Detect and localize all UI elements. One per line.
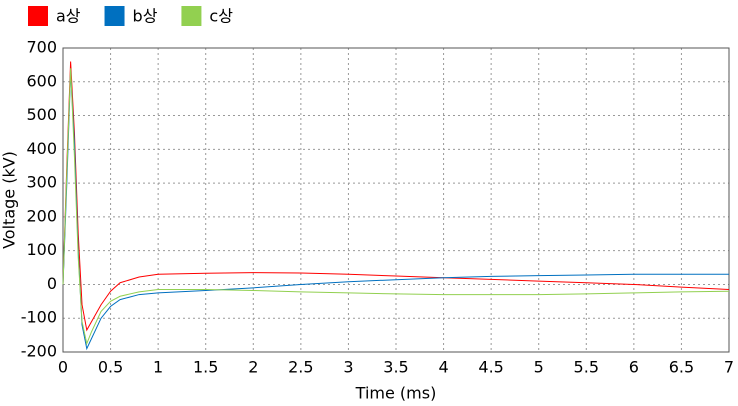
x-tick-label: 0 [58, 358, 68, 377]
plot-frame [62, 47, 730, 353]
y-tick-label: 400 [26, 139, 57, 158]
y-tick-label: 700 [26, 38, 57, 57]
x-tick-label: 1 [153, 358, 163, 377]
x-tick-label: 2 [248, 358, 258, 377]
y-tick-label: 0 [47, 274, 57, 293]
y-tick-label: 100 [26, 240, 57, 259]
y-tick-label: -100 [21, 308, 57, 327]
legend-swatch [104, 6, 125, 26]
y-tick-label: -200 [21, 342, 57, 361]
x-tick-label: 5.5 [574, 358, 599, 377]
legend-swatch [181, 6, 202, 26]
x-axis-label: Time (ms) [355, 384, 437, 403]
x-tick-label: 1.5 [193, 358, 218, 377]
legend-label: b상 [133, 7, 158, 26]
x-tick-label: 3.5 [383, 358, 408, 377]
series-line [62, 61, 730, 332]
x-tick-label: 7 [724, 358, 734, 377]
x-tick-label: 5 [534, 358, 544, 377]
y-axis-label: Voltage (kV) [0, 151, 19, 249]
x-tick-label: 3 [343, 358, 353, 377]
y-tick-label: 600 [26, 71, 57, 90]
x-tick-label: 2.5 [288, 358, 313, 377]
x-tick-label: 4.5 [478, 358, 503, 377]
y-tick-label: 300 [26, 173, 57, 192]
legend-label: a상 [56, 7, 81, 26]
y-tick-label: 200 [26, 206, 57, 225]
x-tick-label: 6.5 [669, 358, 694, 377]
x-tick-label: 6 [629, 358, 639, 377]
series-line [62, 68, 730, 346]
legend-swatch [28, 6, 48, 26]
x-tick-label: 4 [438, 358, 448, 377]
y-tick-label: 500 [26, 105, 57, 124]
legend-label: c상 [209, 7, 233, 26]
x-tick-label: 0.5 [98, 358, 123, 377]
